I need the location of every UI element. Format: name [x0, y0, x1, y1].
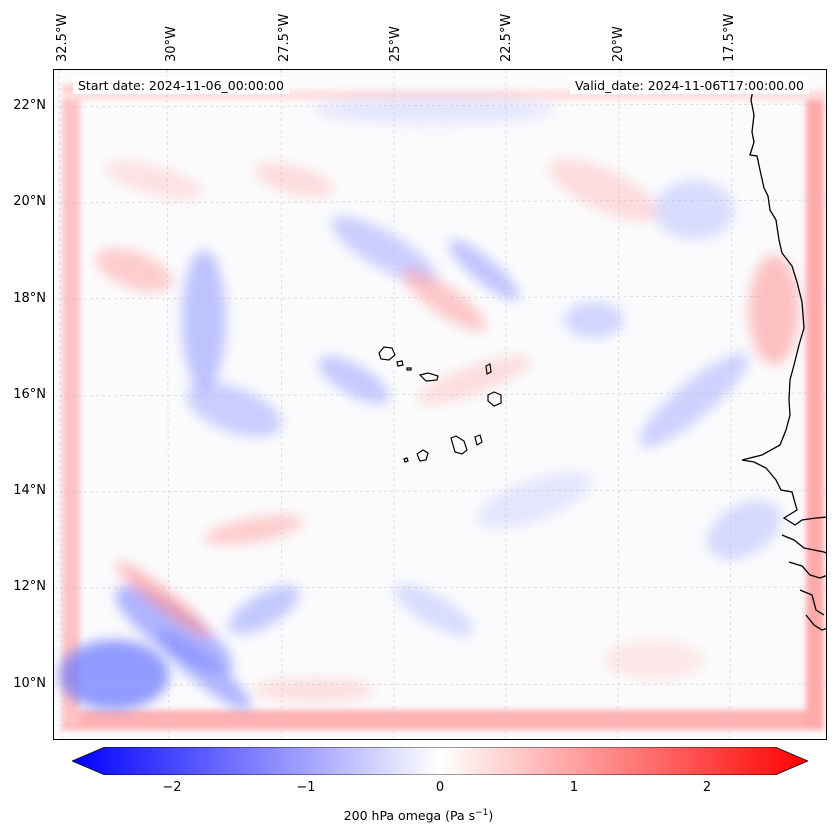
lon-label-22-5w: 22.5°W [499, 13, 514, 62]
valid-date-label: Valid_date: 2024-11-06T17:00:00.00 [569, 77, 809, 94]
colorbar-label-suffix: ) [488, 808, 494, 824]
colorbar-bar [72, 747, 808, 775]
lon-label-27-5w: 27.5°W [277, 13, 292, 62]
map-panel[interactable] [53, 69, 827, 740]
lon-label-17-5w: 17.5°W [722, 13, 737, 62]
lon-label-20w: 20°W [611, 26, 626, 62]
colorbar-label: 200 hPa omega (Pa s−1) [0, 808, 837, 823]
start-date-label: Start date: 2024-11-06_00:00:00 [73, 77, 289, 94]
lon-label-32-5w: 32.5°W [55, 13, 70, 62]
lat-label-10n: 10°N [13, 676, 46, 691]
west-africa-coastline [741, 84, 826, 526]
island-santa-luzia [406, 367, 412, 371]
colorbar-tick-0: 0 [435, 780, 445, 795]
graticule [54, 70, 826, 739]
lon-label-25w: 25°W [388, 26, 403, 62]
island-sao-vicente [396, 360, 404, 367]
colorbar-tick-minus-2: −2 [162, 780, 182, 795]
colorbar-tick-minus-1: −1 [296, 780, 316, 795]
island-maio [474, 434, 483, 446]
lat-label-22n: 22°N [13, 98, 46, 113]
boundary-frame [62, 85, 824, 730]
lat-label-14n: 14°N [13, 483, 46, 498]
lat-label-12n: 12°N [13, 579, 46, 594]
colorbar-tick-2: 2 [702, 780, 712, 795]
coastline-south [781, 534, 826, 631]
island-sao-nicolau [418, 372, 439, 382]
island-santo-antao [378, 346, 396, 361]
island-fogo [416, 449, 429, 462]
island-brava [403, 457, 409, 463]
colorbar-tick-1: 1 [569, 780, 579, 795]
island-boa-vista [487, 391, 502, 407]
omega-field-features [59, 96, 799, 711]
lat-label-16n: 16°N [13, 387, 46, 402]
colorbar-label-exp: −1 [475, 808, 489, 818]
colorbar-label-prefix: 200 hPa omega (Pa s [343, 808, 476, 824]
cape-verde-islands [378, 346, 502, 463]
colorbar [72, 747, 808, 775]
island-santiago [450, 435, 468, 455]
island-sal [485, 363, 492, 375]
omega-field-map [54, 70, 826, 739]
lat-label-20n: 20°N [13, 194, 46, 209]
lat-label-18n: 18°N [13, 291, 46, 306]
lon-label-30w: 30°W [164, 26, 179, 62]
